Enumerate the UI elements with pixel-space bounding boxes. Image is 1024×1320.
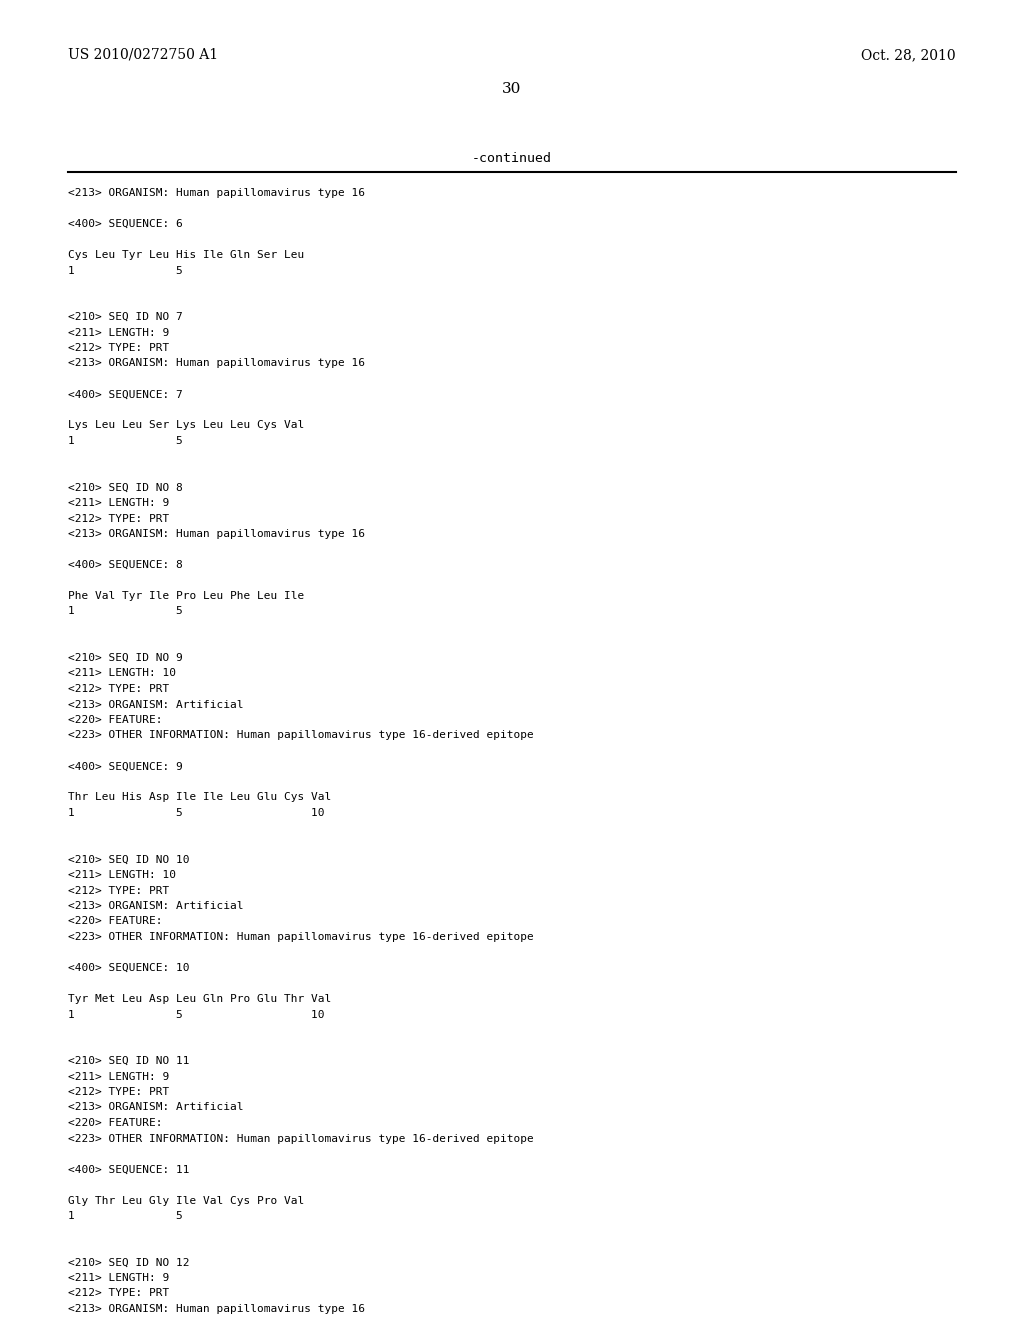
Text: <400> SEQUENCE: 8: <400> SEQUENCE: 8 <box>68 560 182 570</box>
Text: 1               5                   10: 1 5 10 <box>68 1010 325 1019</box>
Text: <213> ORGANISM: Human papillomavirus type 16: <213> ORGANISM: Human papillomavirus typ… <box>68 187 365 198</box>
Text: <212> TYPE: PRT: <212> TYPE: PRT <box>68 1086 169 1097</box>
Text: <211> LENGTH: 10: <211> LENGTH: 10 <box>68 668 176 678</box>
Text: <210> SEQ ID NO 7: <210> SEQ ID NO 7 <box>68 312 182 322</box>
Text: Tyr Met Leu Asp Leu Gln Pro Glu Thr Val: Tyr Met Leu Asp Leu Gln Pro Glu Thr Val <box>68 994 331 1005</box>
Text: 1               5                   10: 1 5 10 <box>68 808 325 818</box>
Text: Cys Leu Tyr Leu His Ile Gln Ser Leu: Cys Leu Tyr Leu His Ile Gln Ser Leu <box>68 249 304 260</box>
Text: <211> LENGTH: 10: <211> LENGTH: 10 <box>68 870 176 880</box>
Text: Oct. 28, 2010: Oct. 28, 2010 <box>861 48 956 62</box>
Text: Gly Thr Leu Gly Ile Val Cys Pro Val: Gly Thr Leu Gly Ile Val Cys Pro Val <box>68 1196 304 1205</box>
Text: <210> SEQ ID NO 12: <210> SEQ ID NO 12 <box>68 1258 189 1267</box>
Text: <210> SEQ ID NO 8: <210> SEQ ID NO 8 <box>68 483 182 492</box>
Text: <400> SEQUENCE: 6: <400> SEQUENCE: 6 <box>68 219 182 228</box>
Text: 1               5: 1 5 <box>68 1210 182 1221</box>
Text: 30: 30 <box>503 82 521 96</box>
Text: <223> OTHER INFORMATION: Human papillomavirus type 16-derived epitope: <223> OTHER INFORMATION: Human papilloma… <box>68 932 534 942</box>
Text: <211> LENGTH: 9: <211> LENGTH: 9 <box>68 1072 169 1081</box>
Text: <212> TYPE: PRT: <212> TYPE: PRT <box>68 886 169 895</box>
Text: <211> LENGTH: 9: <211> LENGTH: 9 <box>68 498 169 508</box>
Text: <210> SEQ ID NO 11: <210> SEQ ID NO 11 <box>68 1056 189 1067</box>
Text: <223> OTHER INFORMATION: Human papillomavirus type 16-derived epitope: <223> OTHER INFORMATION: Human papilloma… <box>68 730 534 741</box>
Text: <211> LENGTH: 9: <211> LENGTH: 9 <box>68 1272 169 1283</box>
Text: <213> ORGANISM: Human papillomavirus type 16: <213> ORGANISM: Human papillomavirus typ… <box>68 359 365 368</box>
Text: <213> ORGANISM: Human papillomavirus type 16: <213> ORGANISM: Human papillomavirus typ… <box>68 529 365 539</box>
Text: <400> SEQUENCE: 9: <400> SEQUENCE: 9 <box>68 762 182 771</box>
Text: 1               5: 1 5 <box>68 606 182 616</box>
Text: <400> SEQUENCE: 7: <400> SEQUENCE: 7 <box>68 389 182 400</box>
Text: <212> TYPE: PRT: <212> TYPE: PRT <box>68 343 169 352</box>
Text: <220> FEATURE:: <220> FEATURE: <box>68 715 163 725</box>
Text: Lys Leu Leu Ser Lys Leu Leu Cys Val: Lys Leu Leu Ser Lys Leu Leu Cys Val <box>68 421 304 430</box>
Text: <213> ORGANISM: Artificial: <213> ORGANISM: Artificial <box>68 700 244 710</box>
Text: Thr Leu His Asp Ile Ile Leu Glu Cys Val: Thr Leu His Asp Ile Ile Leu Glu Cys Val <box>68 792 331 803</box>
Text: <212> TYPE: PRT: <212> TYPE: PRT <box>68 684 169 694</box>
Text: 1               5: 1 5 <box>68 265 182 276</box>
Text: <223> OTHER INFORMATION: Human papillomavirus type 16-derived epitope: <223> OTHER INFORMATION: Human papilloma… <box>68 1134 534 1143</box>
Text: <210> SEQ ID NO 10: <210> SEQ ID NO 10 <box>68 854 189 865</box>
Text: <211> LENGTH: 9: <211> LENGTH: 9 <box>68 327 169 338</box>
Text: <210> SEQ ID NO 9: <210> SEQ ID NO 9 <box>68 653 182 663</box>
Text: -continued: -continued <box>472 152 552 165</box>
Text: <212> TYPE: PRT: <212> TYPE: PRT <box>68 513 169 524</box>
Text: <212> TYPE: PRT: <212> TYPE: PRT <box>68 1288 169 1299</box>
Text: <220> FEATURE:: <220> FEATURE: <box>68 1118 163 1129</box>
Text: <213> ORGANISM: Human papillomavirus type 16: <213> ORGANISM: Human papillomavirus typ… <box>68 1304 365 1313</box>
Text: <213> ORGANISM: Artificial: <213> ORGANISM: Artificial <box>68 1102 244 1113</box>
Text: <400> SEQUENCE: 10: <400> SEQUENCE: 10 <box>68 964 189 973</box>
Text: <213> ORGANISM: Artificial: <213> ORGANISM: Artificial <box>68 902 244 911</box>
Text: Phe Val Tyr Ile Pro Leu Phe Leu Ile: Phe Val Tyr Ile Pro Leu Phe Leu Ile <box>68 591 304 601</box>
Text: <220> FEATURE:: <220> FEATURE: <box>68 916 163 927</box>
Text: 1               5: 1 5 <box>68 436 182 446</box>
Text: US 2010/0272750 A1: US 2010/0272750 A1 <box>68 48 218 62</box>
Text: <400> SEQUENCE: 11: <400> SEQUENCE: 11 <box>68 1164 189 1175</box>
